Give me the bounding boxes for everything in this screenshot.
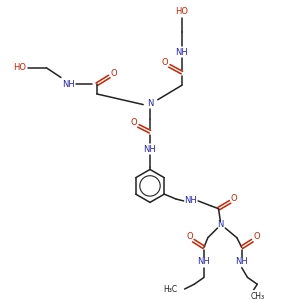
Text: H₃C: H₃C — [164, 284, 178, 293]
Text: O: O — [111, 69, 118, 78]
Text: O: O — [130, 118, 137, 127]
Text: HO: HO — [176, 7, 188, 16]
Text: HO: HO — [13, 63, 26, 72]
Text: NH: NH — [62, 80, 75, 89]
Text: O: O — [161, 58, 168, 68]
Text: CH₃: CH₃ — [250, 292, 264, 300]
Text: NH: NH — [198, 257, 210, 266]
Text: NH: NH — [184, 196, 197, 206]
Text: N: N — [217, 220, 224, 229]
Text: O: O — [231, 194, 237, 203]
Text: N: N — [147, 99, 153, 108]
Text: NH: NH — [176, 48, 188, 57]
Text: O: O — [254, 232, 260, 241]
Text: NH: NH — [235, 257, 248, 266]
Text: O: O — [186, 232, 193, 241]
Text: NH: NH — [144, 145, 156, 154]
